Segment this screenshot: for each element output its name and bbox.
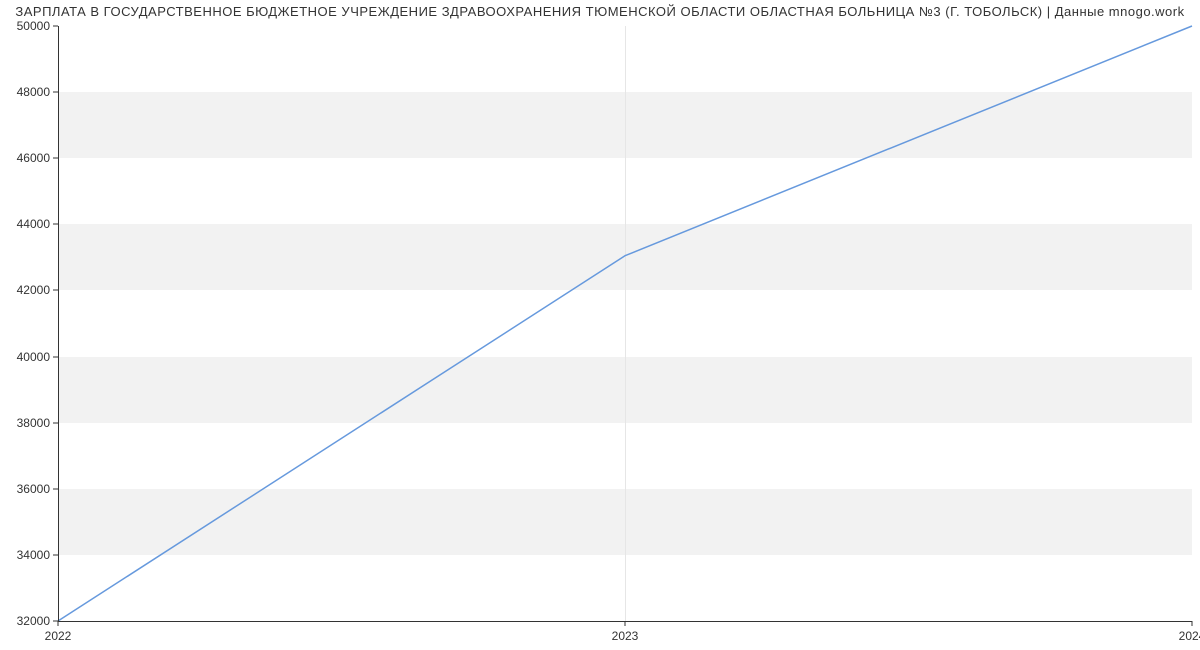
series-line <box>58 26 1192 621</box>
y-tick-label: 42000 <box>17 283 50 297</box>
x-tick-label: 2022 <box>45 629 72 643</box>
x-axis-line <box>58 621 1192 622</box>
y-axis-line <box>58 26 59 621</box>
y-tick-label: 44000 <box>17 217 50 231</box>
plot-area: 3200034000360003800040000420004400046000… <box>58 26 1192 621</box>
y-tick-label: 36000 <box>17 482 50 496</box>
y-tick-label: 48000 <box>17 85 50 99</box>
x-tick-label: 2024 <box>1179 629 1200 643</box>
chart-title: ЗАРПЛАТА В ГОСУДАРСТВЕННОЕ БЮДЖЕТНОЕ УЧР… <box>0 4 1200 19</box>
y-tick-label: 40000 <box>17 350 50 364</box>
y-tick-label: 34000 <box>17 548 50 562</box>
y-tick-label: 38000 <box>17 416 50 430</box>
y-tick-label: 32000 <box>17 614 50 628</box>
y-tick-label: 46000 <box>17 151 50 165</box>
y-tick-label: 50000 <box>17 19 50 33</box>
x-tick-label: 2023 <box>612 629 639 643</box>
line-layer <box>58 26 1192 621</box>
